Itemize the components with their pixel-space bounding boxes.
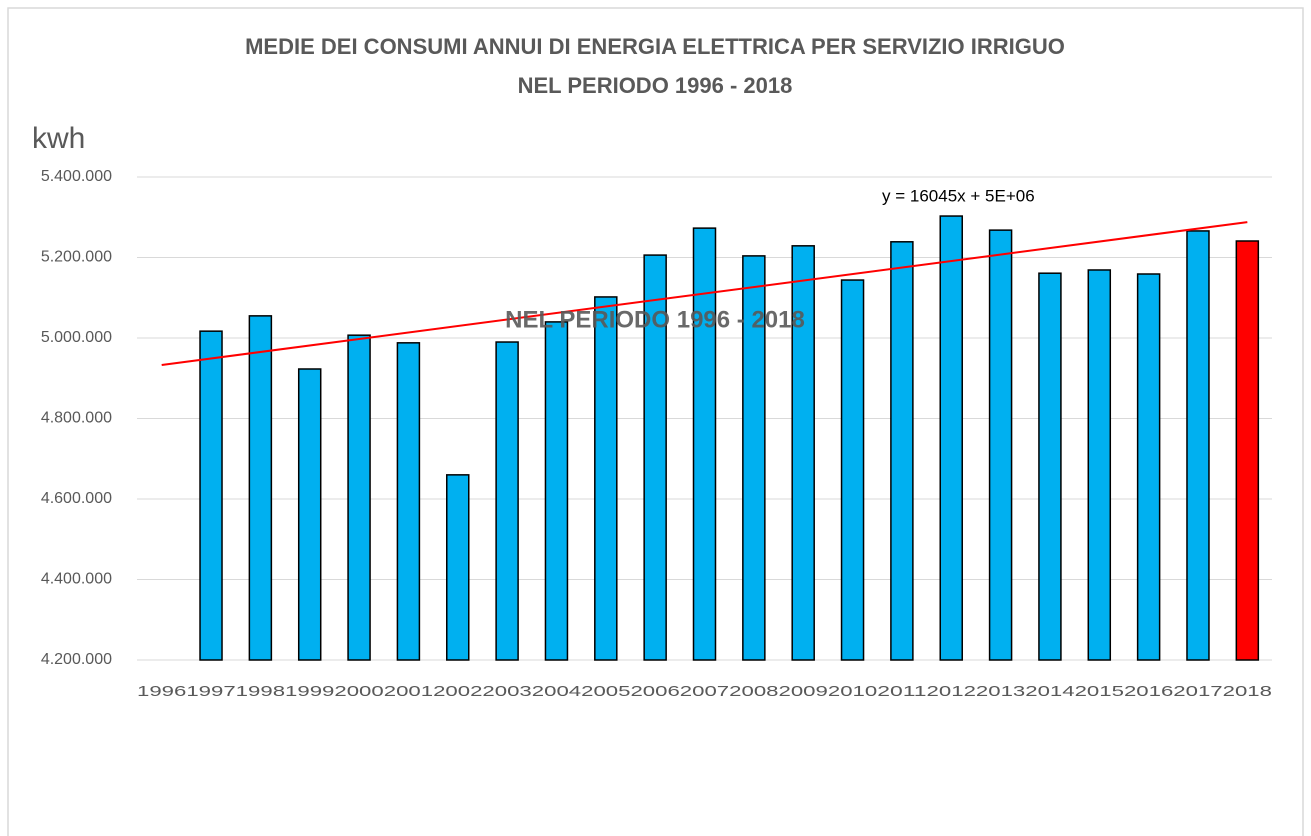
bar xyxy=(840,279,865,661)
x-tick-label: 1997 xyxy=(186,683,235,700)
y-tick-label: 4.600.000 xyxy=(41,490,112,507)
x-tick-label: 2005 xyxy=(581,683,630,700)
x-tick-label: 2014 xyxy=(1025,683,1074,700)
bar xyxy=(1186,230,1210,661)
bar xyxy=(692,227,717,661)
x-tick-label: 2006 xyxy=(630,683,679,700)
y-tick-label: 5.200.000 xyxy=(41,249,112,266)
x-tick-label: 2000 xyxy=(334,683,383,700)
bar xyxy=(396,342,421,661)
bar xyxy=(643,254,667,661)
x-tick-label: 2003 xyxy=(482,683,531,700)
bar xyxy=(791,245,815,661)
trendline xyxy=(161,221,1248,366)
bar xyxy=(594,296,618,661)
x-tick-label: 2002 xyxy=(433,683,482,700)
chart-subtitle: NEL PERIODO 1996 - 2018 xyxy=(518,73,793,98)
x-tick-label: 2011 xyxy=(877,683,926,700)
bar xyxy=(1235,240,1260,661)
trendline-equation: y = 16045x + 5E+06 xyxy=(882,186,1035,205)
x-tick-label: 2007 xyxy=(680,683,729,700)
y-axis-label: kwh xyxy=(32,122,85,155)
x-tick-label: 2013 xyxy=(976,683,1025,700)
x-tick-label: 2009 xyxy=(779,683,828,700)
bar xyxy=(1038,272,1062,661)
annotation: NEL PERIODO 1996 - 2018 xyxy=(505,306,805,333)
x-tick-label: 2001 xyxy=(384,683,433,700)
bar xyxy=(248,315,273,661)
bar xyxy=(1087,269,1112,661)
bar xyxy=(742,255,766,661)
bar xyxy=(495,341,519,661)
x-tick-label: 2008 xyxy=(729,683,778,700)
x-tick-label: 1999 xyxy=(285,683,334,700)
y-tick-label: 5.400.000 xyxy=(41,168,112,185)
chart-title: MEDIE DEI CONSUMI ANNUI DI ENERGIA ELETT… xyxy=(245,34,1065,59)
x-tick-label: 2004 xyxy=(532,683,581,700)
bar xyxy=(199,330,223,661)
bar xyxy=(890,241,914,661)
x-tick-label: 1996 xyxy=(137,683,186,700)
bar xyxy=(347,334,371,661)
x-tick-label: 2018 xyxy=(1223,683,1272,700)
bar xyxy=(544,321,569,661)
bar xyxy=(446,474,470,661)
x-tick-label: 2016 xyxy=(1124,683,1173,700)
x-tick-label: 2010 xyxy=(828,683,877,700)
x-tick-label: 2012 xyxy=(927,683,976,700)
bar xyxy=(1136,273,1161,661)
x-tick-label: 1998 xyxy=(236,683,285,700)
bar xyxy=(297,368,322,661)
x-tick-label: 2017 xyxy=(1173,683,1222,700)
y-tick-label: 4.400.000 xyxy=(41,571,112,588)
x-tick-label: 2015 xyxy=(1075,683,1124,700)
bar xyxy=(988,229,1013,661)
y-tick-label: 5.000.000 xyxy=(41,329,112,346)
bar xyxy=(939,215,963,661)
y-tick-label: 4.800.000 xyxy=(41,410,112,427)
y-tick-label: 4.200.000 xyxy=(41,651,112,668)
